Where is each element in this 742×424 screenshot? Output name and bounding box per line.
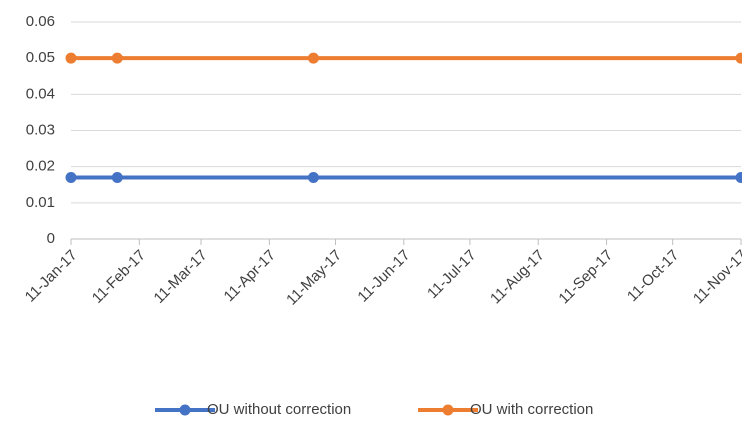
point	[307, 52, 319, 64]
y-tick-label: 0.06	[26, 13, 55, 30]
y-tick-label: 0.02	[26, 158, 55, 175]
point	[65, 52, 77, 64]
legend-label: OU without correction	[207, 401, 351, 418]
y-tick-label: 0.04	[26, 85, 55, 102]
x-tick-label: 11-Jul-17	[424, 247, 479, 302]
y-tick-label: 0.05	[26, 49, 55, 66]
x-tick-label: 11-Apr-17	[221, 247, 279, 305]
x-tick-label: 11-Jan-17	[22, 247, 81, 306]
y-tick-label: 0.01	[26, 194, 55, 211]
legend-marker	[179, 404, 191, 416]
x-tick-label: 11-Aug-17	[487, 247, 548, 308]
x-tick-label: 11-May-17	[283, 247, 345, 309]
x-tick-label: 11-Nov-17	[690, 247, 742, 308]
point	[111, 52, 123, 64]
y-tick-label: 0.03	[26, 121, 55, 138]
y-tick-label: 0	[47, 230, 55, 247]
point	[65, 172, 77, 184]
x-tick-label: 11-Sep-17	[555, 247, 616, 308]
point	[735, 172, 742, 184]
legend-marker	[442, 404, 454, 416]
point	[735, 52, 742, 64]
point	[111, 172, 123, 184]
legend-label: OU with correction	[470, 401, 593, 418]
point	[307, 172, 319, 184]
x-tick-label: 11-Mar-17	[150, 247, 210, 307]
x-tick-label: 11-Feb-17	[89, 247, 149, 307]
x-tick-label: 11-Jun-17	[354, 247, 413, 306]
x-tick-label: 11-Oct-17	[624, 247, 682, 305]
